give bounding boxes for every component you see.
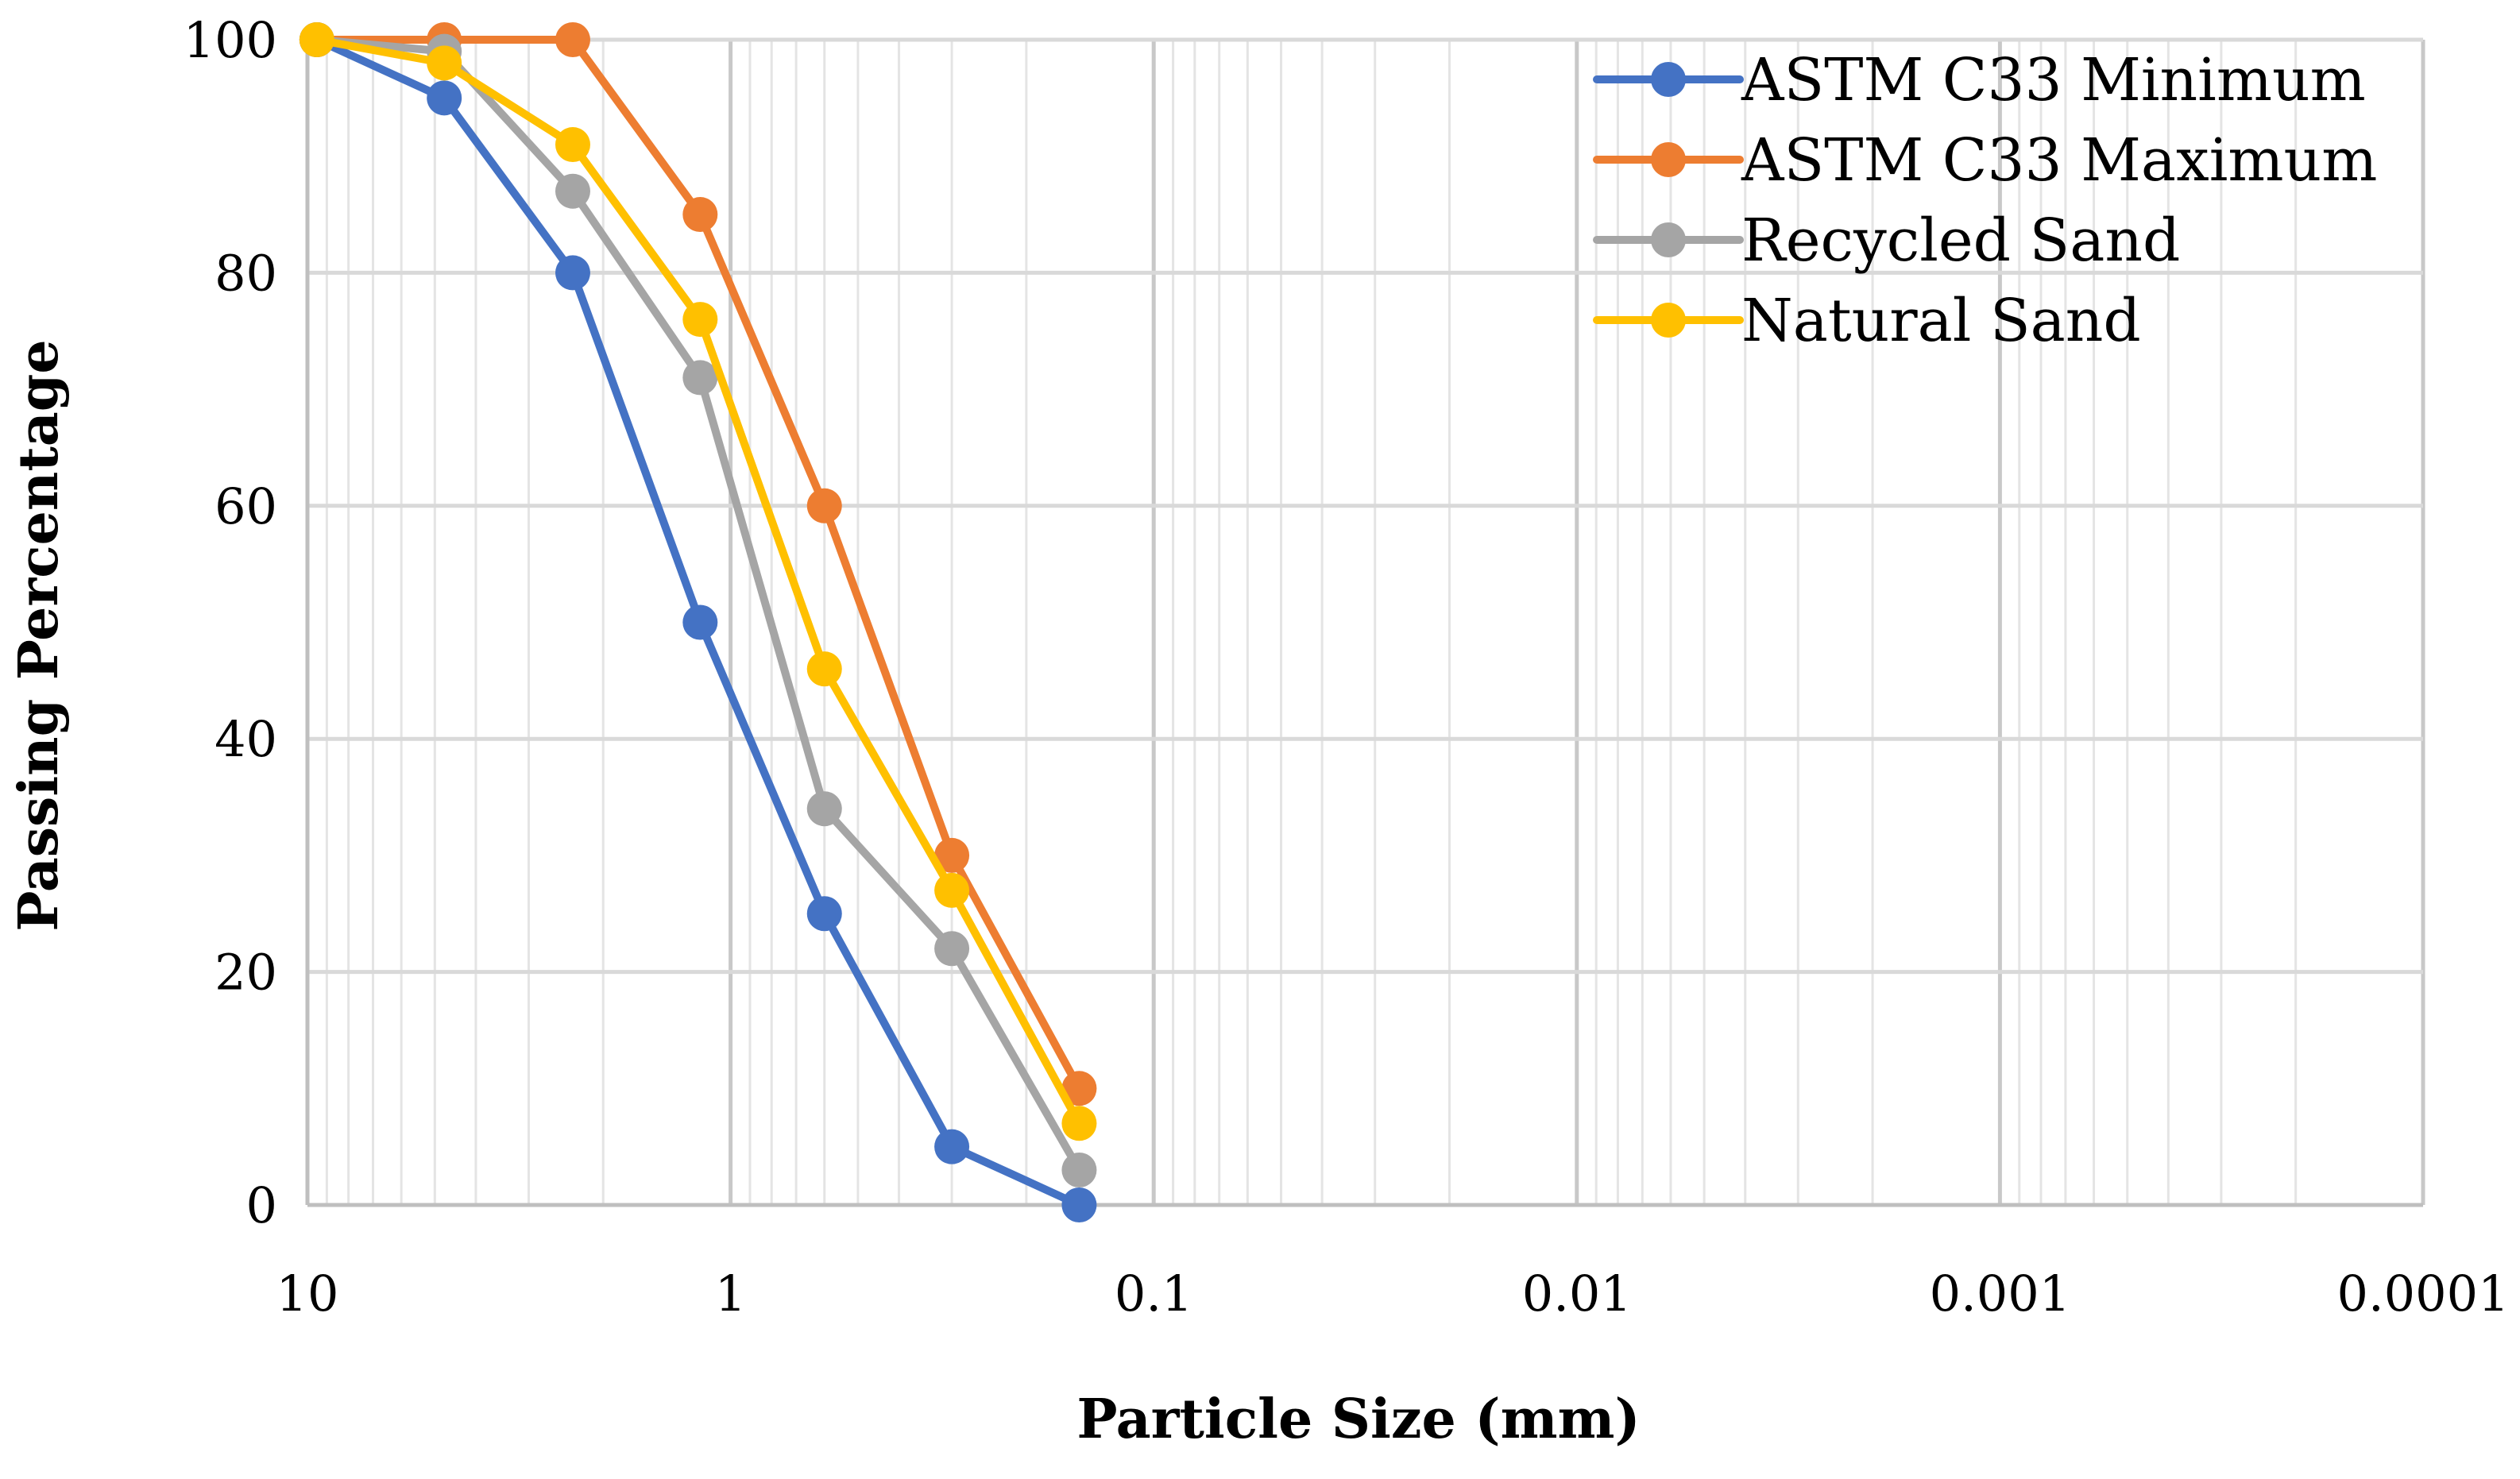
data-point <box>299 22 334 57</box>
y-tick-label: 80 <box>215 244 277 302</box>
x-tick-label: 0.1 <box>1115 1265 1193 1323</box>
data-point <box>682 604 718 640</box>
data-point <box>806 896 842 932</box>
data-point <box>682 302 718 338</box>
y-tick-label: 40 <box>215 710 277 768</box>
data-point <box>682 360 718 396</box>
x-tick-label: 0.001 <box>1930 1265 2071 1323</box>
data-point <box>806 651 842 687</box>
data-point <box>934 931 970 967</box>
x-tick-label: 0.0001 <box>2337 1265 2510 1323</box>
x-tick-label: 10 <box>276 1265 339 1323</box>
data-point <box>934 872 970 908</box>
data-point <box>934 1129 970 1164</box>
series-line <box>312 36 1084 1093</box>
series-recycled-sand <box>299 22 1097 1187</box>
legend-marker <box>1651 303 1686 338</box>
minor-gridlines <box>325 40 2298 1205</box>
legend-item: ASTM C33 Maximum <box>1593 126 2377 195</box>
x-tick-label: 1 <box>715 1265 746 1323</box>
data-point <box>555 22 590 57</box>
data-point <box>1061 1071 1097 1106</box>
data-point <box>555 127 590 163</box>
data-point <box>806 488 842 523</box>
data-point <box>1061 1106 1097 1141</box>
x-axis-title: Particle Size (mm) <box>1076 1388 1640 1451</box>
legend-label: Recycled Sand <box>1741 207 2180 275</box>
legend-item: Natural Sand <box>1593 287 2141 355</box>
data-point <box>427 45 462 81</box>
data-point <box>1061 1187 1097 1222</box>
legend-marker <box>1651 142 1686 177</box>
legend-marker <box>1651 222 1686 257</box>
legend-label: ASTM C33 Maximum <box>1741 126 2377 195</box>
y-tick-label: 60 <box>215 477 277 535</box>
series-natural-sand <box>299 22 1097 1141</box>
data-point <box>555 173 590 209</box>
data-point <box>427 80 462 116</box>
series-layer <box>299 22 1097 1222</box>
data-point <box>806 791 842 827</box>
legend: ASTM C33 Minimum ASTM C33 Maximum Recycled… <box>1593 46 2377 355</box>
y-tick-label: 100 <box>184 11 277 69</box>
legend-item: Recycled Sand <box>1593 207 2180 275</box>
axes <box>305 40 2423 1207</box>
data-point <box>1061 1152 1097 1187</box>
legend-label: ASTM C33 Minimum <box>1741 46 2366 114</box>
y-axis-title: Passing Percentage <box>7 339 71 931</box>
tick-labels: 0 20 40 60 80 100 10 1 0.1 0.01 0.001 0.0001 <box>184 11 2510 1323</box>
x-tick-label: 0.01 <box>1522 1265 1632 1323</box>
legend-marker <box>1651 62 1686 97</box>
legend-item: ASTM C33 Minimum <box>1593 46 2366 114</box>
data-point <box>555 255 590 291</box>
data-point <box>682 197 718 233</box>
y-tick-label: 20 <box>215 944 277 1002</box>
y-tick-label: 0 <box>246 1176 277 1234</box>
data-point <box>934 837 970 873</box>
legend-label: Natural Sand <box>1741 287 2141 355</box>
